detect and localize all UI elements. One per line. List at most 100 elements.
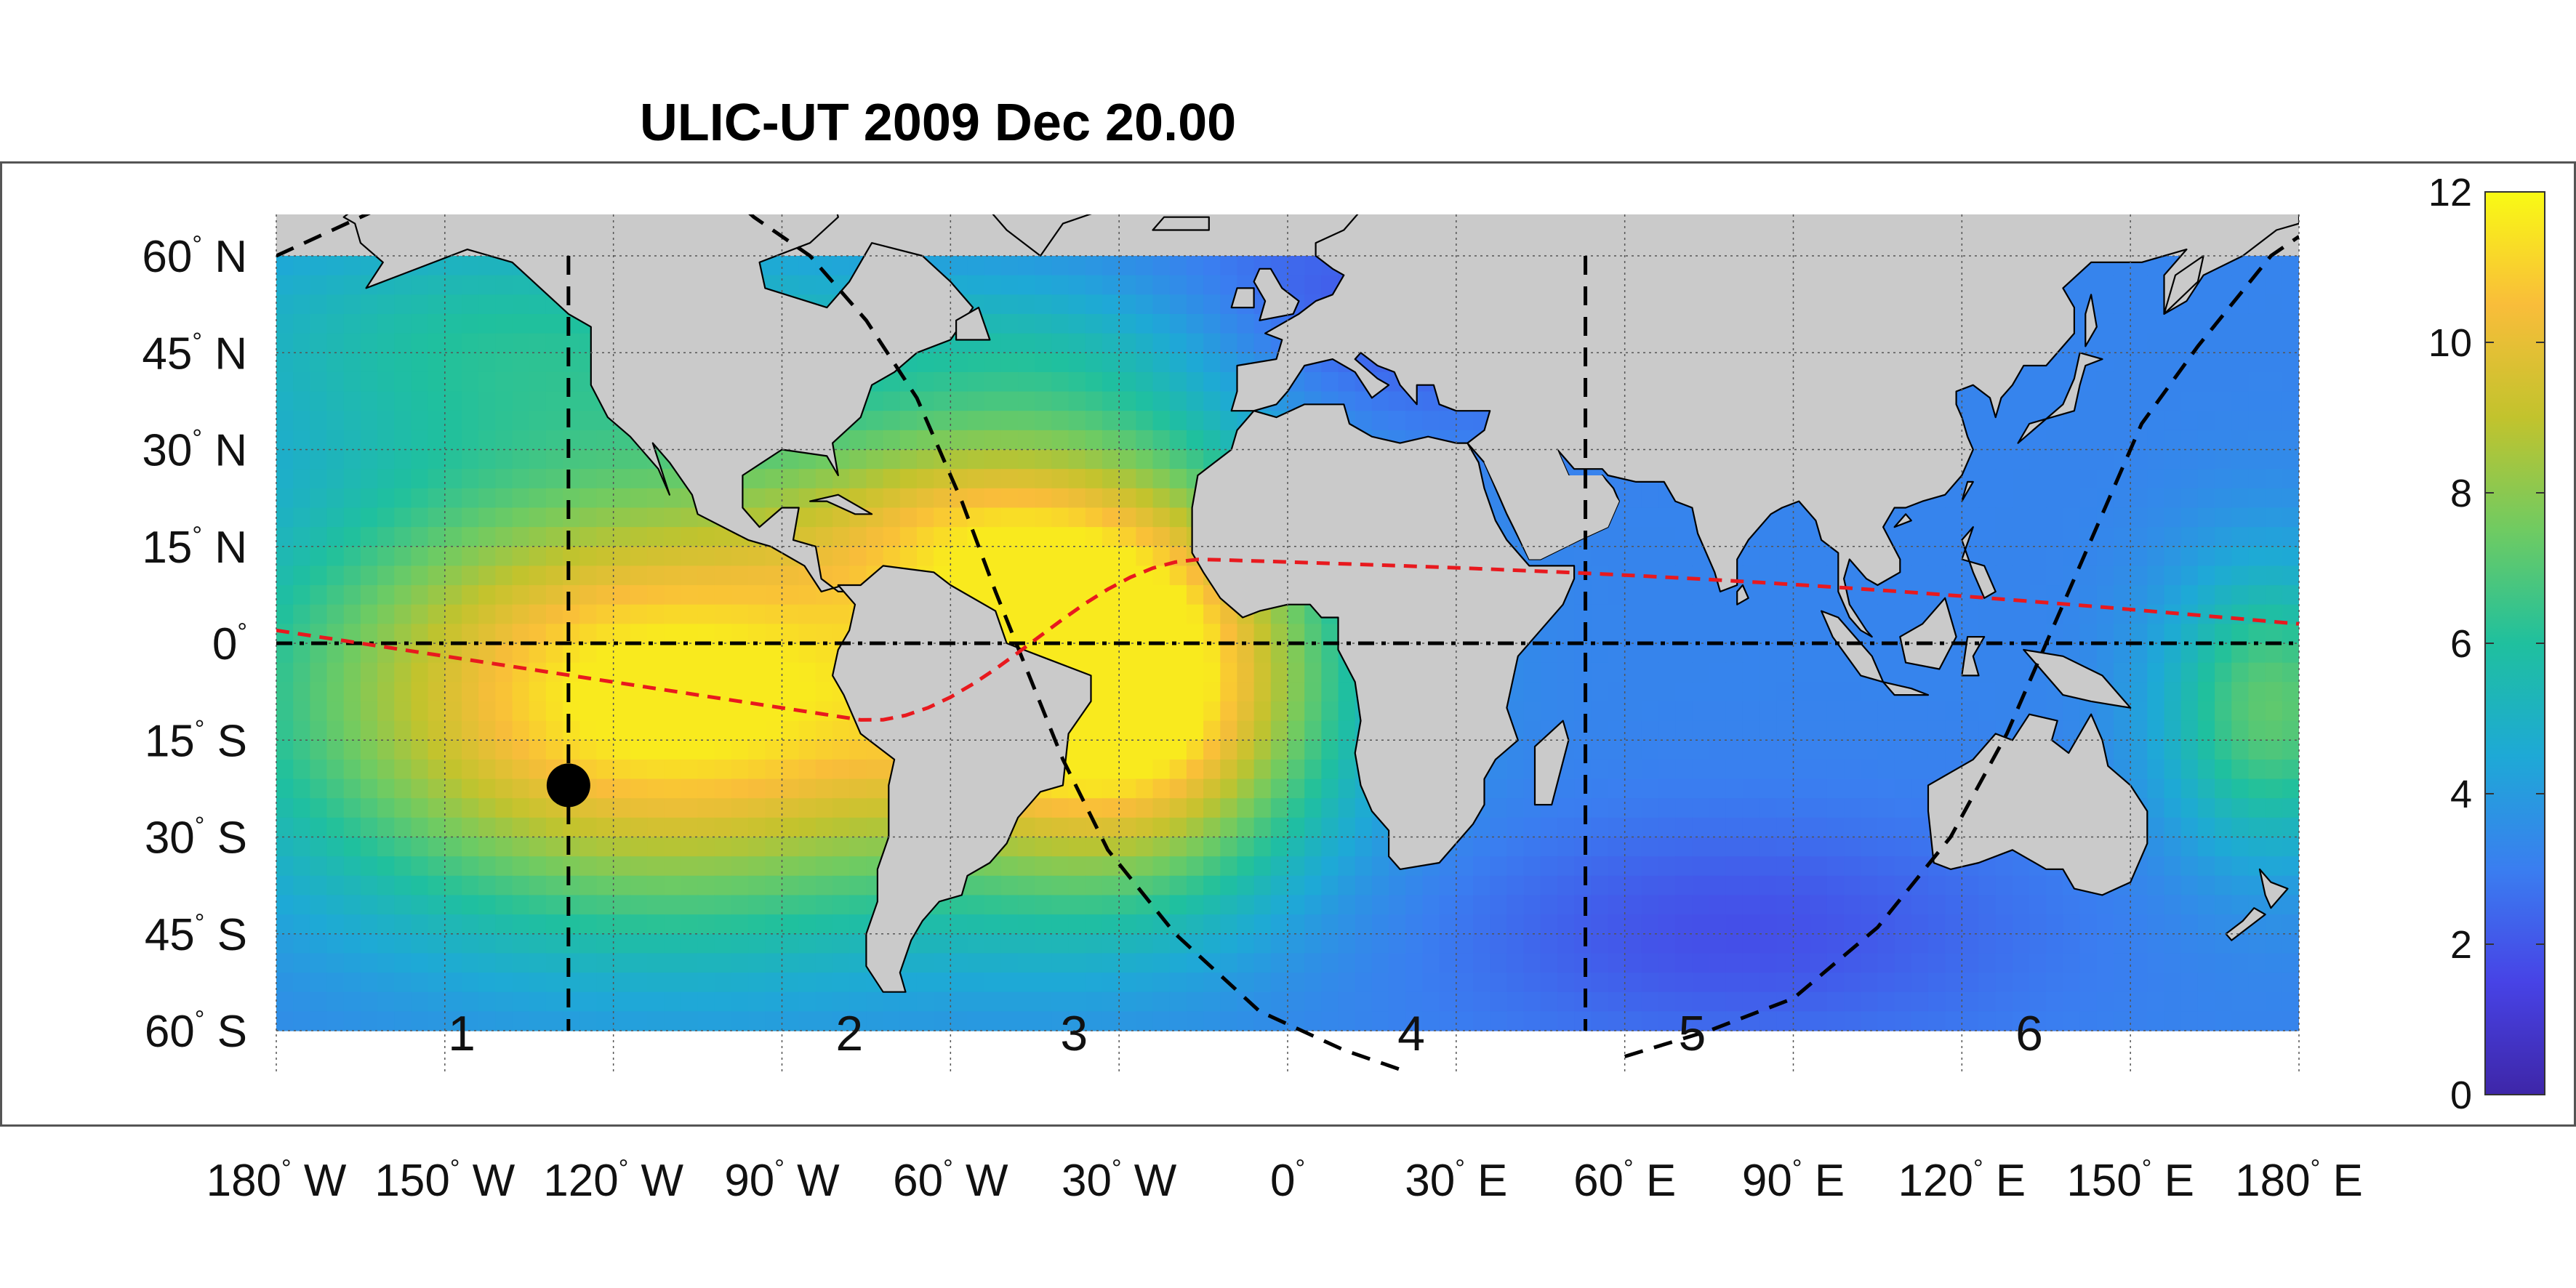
field-cell (630, 449, 648, 470)
field-cell (1035, 604, 1053, 624)
field-cell (2282, 527, 2299, 547)
field-cell (697, 973, 715, 993)
field-cell (798, 507, 816, 528)
field-cell (444, 371, 462, 393)
field-cell (360, 585, 378, 605)
field-cell (512, 333, 530, 353)
field-cell (1355, 914, 1373, 935)
field-cell (2197, 914, 2215, 935)
field-cell (1675, 895, 1693, 915)
field-cell (1119, 585, 1136, 605)
field-cell (495, 391, 513, 411)
field-cell (1523, 701, 1541, 722)
field-cell (444, 527, 462, 547)
field-cell (360, 624, 378, 644)
field-cell (1692, 895, 1710, 915)
field-cell (1405, 914, 1424, 935)
field-cell (1557, 895, 1575, 915)
field-cell (934, 973, 951, 993)
field-cell (815, 933, 833, 954)
field-cell (984, 875, 1002, 896)
field-cell (1085, 333, 1103, 353)
field-cell (798, 275, 816, 295)
field-cell (1000, 256, 1019, 276)
field-cell (411, 507, 429, 528)
field-cell (1810, 740, 1828, 760)
field-cell (2130, 662, 2148, 683)
field-cell (1304, 933, 1322, 954)
field-cell (1270, 933, 1288, 954)
field-cell (1793, 565, 1811, 586)
field-cell (2029, 449, 2047, 470)
field-cell (1574, 682, 1592, 702)
field-cell (1119, 1011, 1136, 1031)
field-cell (2215, 778, 2232, 799)
land-ireland (1230, 287, 1255, 309)
field-cell (2215, 817, 2232, 838)
field-cell (1591, 643, 1609, 664)
field-cell (1186, 604, 1204, 624)
field-cell (1658, 527, 1676, 547)
field-cell (1237, 740, 1255, 760)
field-cell (1995, 875, 2013, 896)
field-cell (664, 837, 681, 857)
field-cell (2215, 895, 2232, 915)
field-cell (1624, 837, 1642, 857)
field-cell (697, 953, 715, 973)
field-cell (1136, 469, 1154, 489)
field-cell (343, 353, 361, 373)
field-cell (782, 875, 800, 896)
field-cell (1709, 778, 1727, 799)
field-cell (1692, 778, 1710, 799)
field-cell (1253, 740, 1272, 760)
field-cell (1911, 720, 1929, 741)
field-cell (428, 798, 446, 818)
field-cell (681, 817, 699, 838)
field-cell (714, 662, 732, 683)
field-cell (529, 856, 547, 877)
field-cell (1169, 720, 1187, 741)
field-cell (1152, 585, 1171, 605)
field-cell (697, 624, 715, 644)
field-cell (1102, 604, 1120, 624)
field-cell (512, 430, 530, 451)
field-cell (2012, 391, 2030, 411)
field-cell (1894, 973, 1912, 993)
field-cell (1962, 953, 1980, 973)
field-cell (1068, 624, 1086, 644)
field-cell (394, 895, 412, 915)
field-cell (1776, 914, 1794, 935)
field-cell (1000, 895, 1019, 915)
field-cell (563, 720, 580, 741)
field-cell (377, 914, 395, 935)
field-cell (428, 778, 446, 799)
field-cell (2265, 720, 2283, 741)
field-cell (1760, 778, 1777, 799)
field-cell (2215, 391, 2232, 411)
field-cell (967, 430, 985, 451)
field-cell (1018, 371, 1035, 393)
field-cell (310, 798, 328, 818)
field-cell (866, 507, 884, 528)
field-cell (1119, 333, 1136, 353)
field-cell (462, 585, 479, 605)
field-cell (832, 914, 850, 935)
field-cell (1861, 991, 1879, 1012)
field-cell (1136, 991, 1154, 1012)
field-cell (2164, 313, 2182, 334)
field-cell (1608, 662, 1626, 683)
field-cell (326, 585, 345, 605)
field-cell (545, 507, 563, 528)
field-cell (444, 507, 462, 528)
field-cell (377, 817, 395, 838)
field-cell (276, 933, 294, 954)
field-cell (748, 953, 766, 973)
field-cell (579, 701, 598, 722)
field-cell (394, 294, 412, 315)
field-cell (293, 759, 310, 780)
field-cell (310, 720, 328, 741)
field-cell (462, 701, 479, 722)
field-cell (2130, 391, 2148, 411)
field-cell (2164, 469, 2182, 489)
field-cell (1557, 914, 1575, 935)
